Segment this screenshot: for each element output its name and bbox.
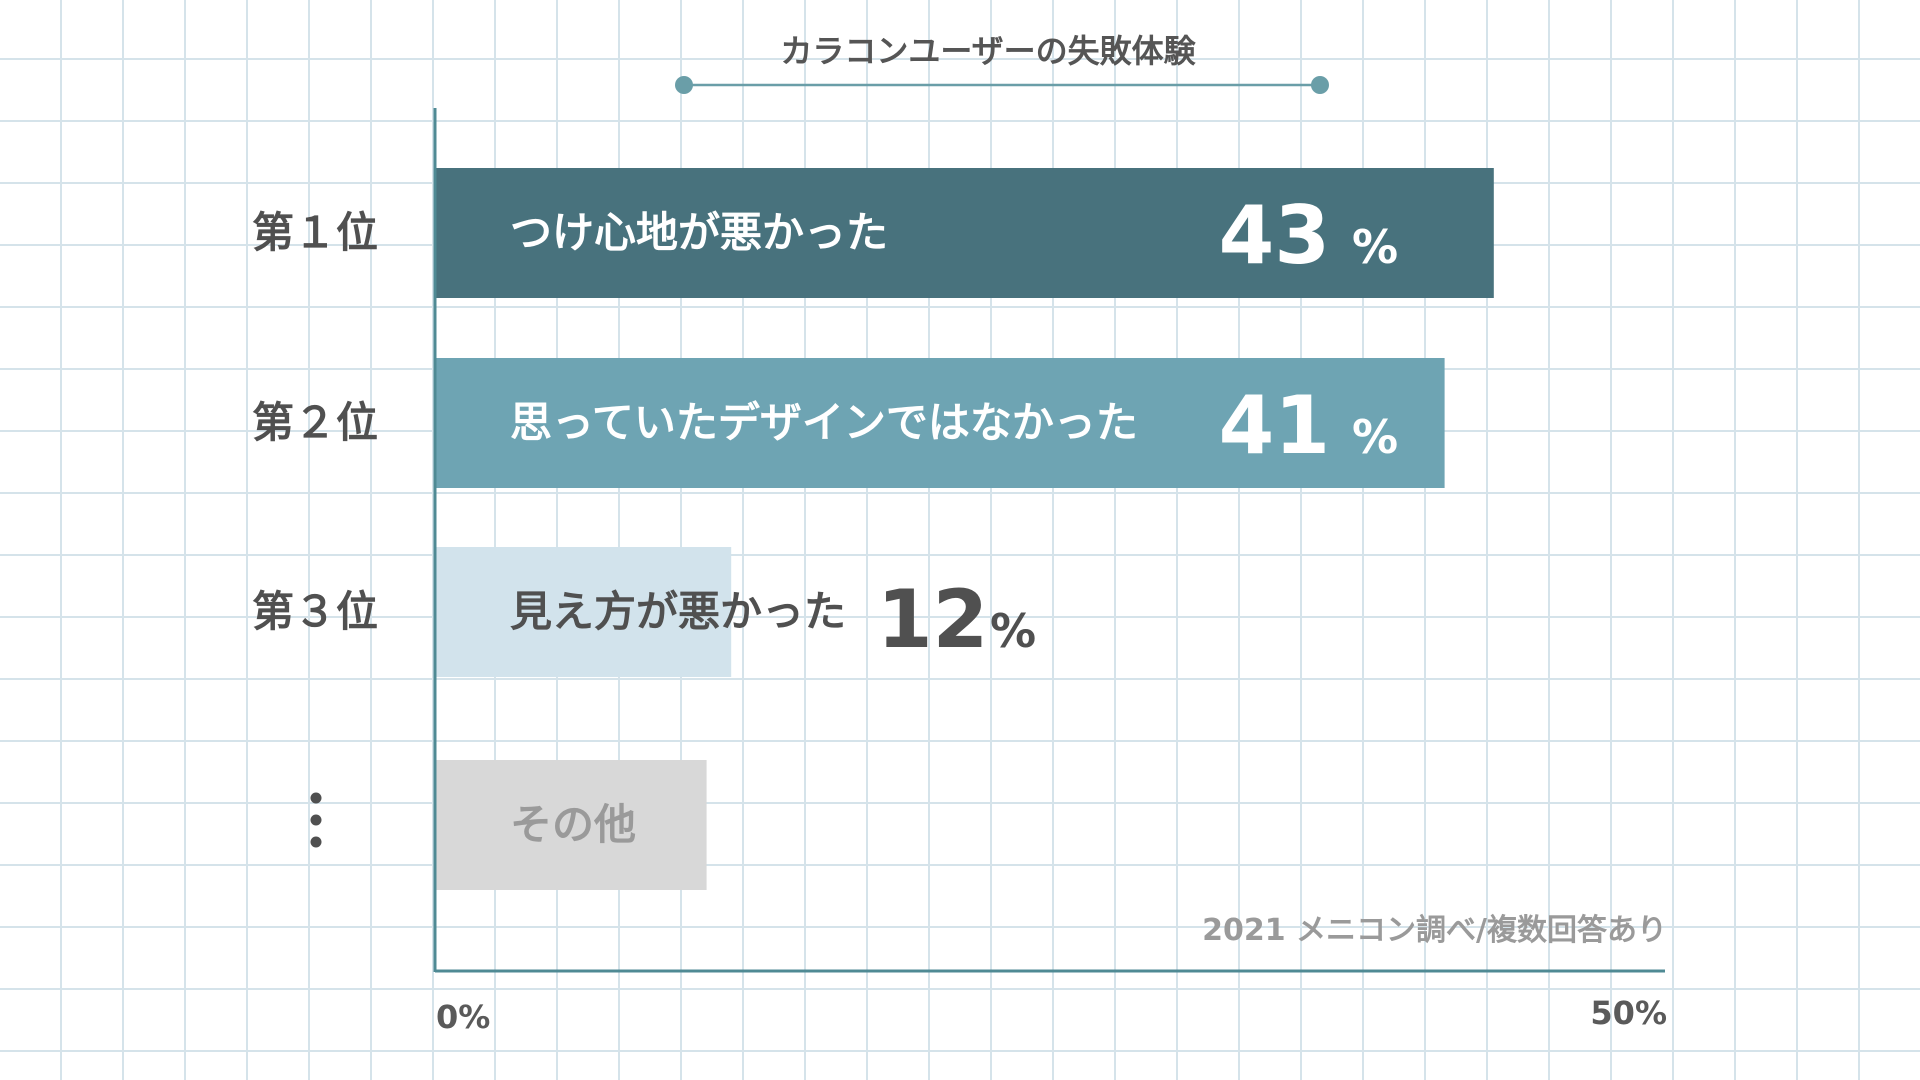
bar-4 <box>436 760 707 890</box>
value-unit-3: % <box>990 604 1036 658</box>
x-tick-label-max: 50% <box>1590 994 1667 1032</box>
bar-1 <box>436 168 1494 298</box>
value-unit-2: % <box>1352 410 1398 464</box>
bar-label-3: 見え方が悪かった <box>510 587 846 636</box>
rank-label-1: 第１位 <box>252 208 378 257</box>
source-note: 2021 メニコン調べ/複数回答あり <box>1202 913 1667 948</box>
value-label-2: 41 <box>1219 379 1330 472</box>
title-underline-left-dot <box>675 76 693 94</box>
bar-3 <box>436 547 732 677</box>
value-label-1: 43 <box>1219 189 1330 282</box>
bar-label-1: つけ心地が悪かった <box>510 208 888 257</box>
rank-ellipsis-dot-1 <box>310 792 322 804</box>
bars-group: 第１位 つけ心地が悪かった 43 % 第２位 思っていたデザインではなかった 41 % 第３位 見… <box>252 168 1494 890</box>
x-tick-label-min: 0% <box>436 998 490 1036</box>
bar-label-2: 思っていたデザインではなかった <box>510 398 1138 447</box>
chart-title: カラコンユーザーの失敗体験 <box>780 32 1196 70</box>
rank-ellipsis-dot-2 <box>310 814 322 826</box>
title-underline-right-dot <box>1311 76 1329 94</box>
chart-title-group: カラコンユーザーの失敗体験 <box>675 32 1329 94</box>
rank-label-2: 第２位 <box>252 398 378 447</box>
rank-ellipsis-dot-3 <box>310 836 322 848</box>
bar-label-4: その他 <box>510 800 636 849</box>
value-label-3: 12 <box>877 573 988 666</box>
value-unit-1: % <box>1352 220 1398 274</box>
rank-label-3: 第３位 <box>252 587 378 636</box>
bar-2 <box>436 358 1445 488</box>
